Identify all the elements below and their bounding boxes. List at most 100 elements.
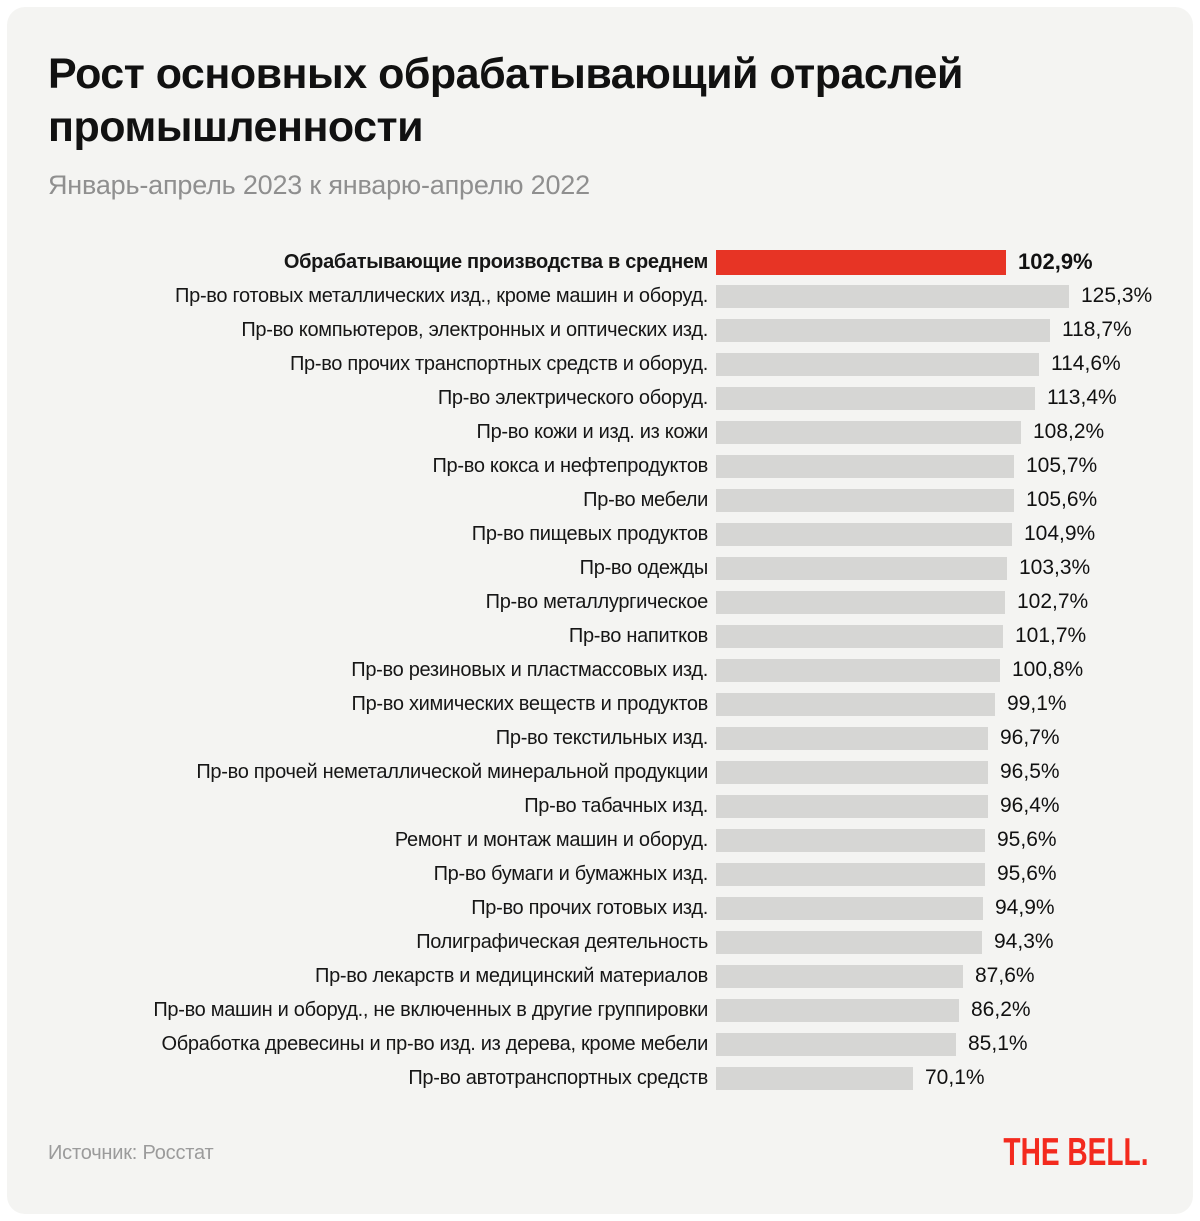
chart-row: Пр-во прочих транспортных средств и обор… [48,347,1152,381]
row-bar [716,454,1014,478]
row-bar [716,794,988,818]
chart-row: Ремонт и монтаж машин и оборуд. 95,6% [48,823,1152,857]
row-value: 94,9% [995,896,1055,919]
row-value: 113,4% [1047,386,1117,409]
row-label: Пр-во кокса и нефтепродуктов [432,454,708,477]
infographic-card: Рост основных обрабатывающий отраслей пр… [7,7,1193,1214]
row-value: 102,7% [1017,590,1089,613]
row-value: 87,6% [975,964,1035,987]
chart-row: Пр-во табачных изд. 96,4% [48,789,1152,823]
row-bar [716,658,1000,682]
chart-row: Пр-во пищевых продуктов 104,9% [48,517,1152,551]
the-bell-logo: THE BELL. [1002,1131,1148,1174]
chart-title: Рост основных обрабатывающий отраслей пр… [48,50,963,151]
row-label: Пр-во кожи и изд. из кожи [476,420,709,443]
row-value: 96,5% [1000,760,1060,783]
row-bar [716,249,1006,275]
chart-row: Пр-во машин и оборуд., не включенных в д… [48,993,1152,1027]
row-value: 101,7% [1015,624,1087,647]
row-value: 96,7% [1000,726,1060,749]
row-value: 103,3% [1019,556,1091,579]
row-label: Пр-во автотранспортных средств [408,1066,708,1089]
row-label: Полиграфическая деятельность [416,930,708,953]
row-value: 94,3% [994,930,1054,953]
row-label: Пр-во текстильных изд. [495,726,709,749]
row-label: Пр-во бумаги и бумажных изд. [433,862,709,885]
chart-row: Пр-во металлургическое 102,7% [48,585,1152,619]
row-value: 100,8% [1012,658,1084,681]
row-value: 105,7% [1026,454,1098,477]
chart-row: Пр-во автотранспортных средств 70,1% [48,1061,1152,1095]
chart-row: Пр-во кокса и нефтепродуктов 105,7% [48,449,1152,483]
row-label: Обработка древесины и пр-во изд. из дере… [161,1032,708,1055]
row-value: 118,7% [1062,318,1132,341]
footer: Источник: Росстат THE BELL. [48,1131,1152,1175]
chart-row: Пр-во мебели 105,6% [48,483,1152,517]
row-label: Пр-во компьютеров, электронных и оптичес… [241,318,708,341]
chart-row: Обрабатывающие производства в среднем 10… [48,245,1152,279]
row-value: 99,1% [1007,692,1067,715]
chart-row: Полиграфическая деятельность 94,3% [48,925,1152,959]
row-label: Пр-во прочей неметаллической минеральной… [196,760,708,783]
chart-row: Пр-во резиновых и пластмассовых изд. 100… [48,653,1152,687]
chart-row: Пр-во электрического оборуд. 113,4% [48,381,1152,415]
row-bar [716,318,1050,342]
row-value: 85,1% [968,1032,1028,1055]
bar-chart: Обрабатывающие производства в среднем 10… [48,245,1152,1095]
row-value: 86,2% [971,998,1031,1021]
row-label: Пр-во одежды [579,556,709,579]
row-label: Обрабатывающие производства в среднем [283,250,708,273]
chart-row: Пр-во кожи и изд. из кожи 108,2% [48,415,1152,449]
row-label: Пр-во пищевых продуктов [471,522,709,545]
row-value: 70,1% [925,1066,985,1089]
row-bar [716,998,959,1022]
row-value: 104,9% [1024,522,1096,545]
row-label: Пр-во лекарств и медицинский материалов [315,964,708,987]
chart-row: Пр-во бумаги и бумажных изд. 95,6% [48,857,1152,891]
row-bar [716,862,985,886]
chart-row: Пр-во напитков 101,7% [48,619,1152,653]
row-bar [716,590,1005,614]
row-label: Пр-во готовых металлических изд., кроме … [175,284,708,307]
chart-row: Пр-во компьютеров, электронных и оптичес… [48,313,1152,347]
row-bar [716,386,1035,410]
row-label: Пр-во прочих готовых изд. [471,896,708,919]
row-label: Пр-во мебели [583,488,708,511]
row-label: Пр-во электрического оборуд. [437,386,708,409]
row-bar [716,930,982,954]
row-bar [716,1032,956,1056]
chart-subtitle: Январь-апрель 2023 к январю-апрелю 2022 [48,170,590,200]
row-bar [716,352,1039,376]
row-label: Пр-во резиновых и пластмассовых изд. [351,658,708,681]
row-bar [716,760,988,784]
source-note: Источник: Росстат [48,1141,214,1164]
chart-row: Обработка древесины и пр-во изд. из дере… [48,1027,1152,1061]
row-bar [716,522,1012,546]
row-label: Пр-во машин и оборуд., не включенных в д… [153,998,708,1021]
row-value: 96,4% [1000,794,1060,817]
row-value: 95,6% [997,828,1057,851]
row-label: Пр-во химических веществ и продуктов [351,692,709,715]
chart-row: Пр-во текстильных изд. 96,7% [48,721,1152,755]
row-value: 102,9% [1018,249,1093,274]
row-value: 108,2% [1033,420,1105,443]
row-label: Пр-во напитков [568,624,708,647]
row-label: Пр-во табачных изд. [524,794,708,817]
row-value: 125,3% [1081,284,1153,307]
row-bar [716,624,1003,648]
row-bar [716,964,963,988]
row-bar [716,726,988,750]
row-label: Пр-во прочих транспортных средств и обор… [289,352,708,375]
chart-row: Пр-во прочей неметаллической минеральной… [48,755,1152,789]
row-bar [716,1066,913,1090]
row-bar [716,692,995,716]
chart-row: Пр-во прочих готовых изд. 94,9% [48,891,1152,925]
row-label: Пр-во металлургическое [485,590,709,613]
row-value: 95,6% [997,862,1057,885]
row-value: 114,6% [1051,352,1121,375]
row-bar [716,284,1069,308]
row-bar [716,828,985,852]
row-bar [716,556,1007,580]
row-value: 105,6% [1026,488,1098,511]
chart-row: Пр-во химических веществ и продуктов 99,… [48,687,1152,721]
